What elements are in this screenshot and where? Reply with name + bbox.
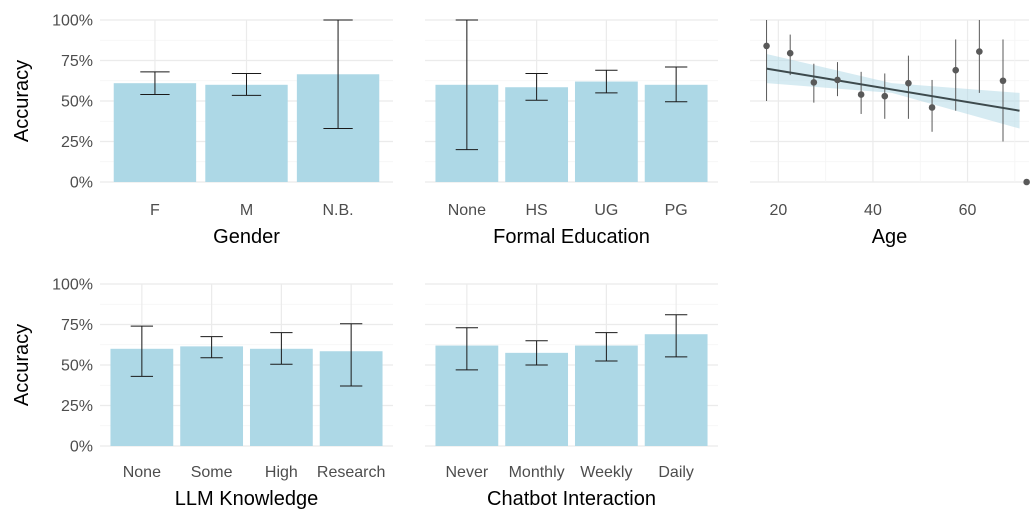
panel-llm: 0% 25% 50% 75% 100% Accuracy None Some High Resea… [11, 277, 393, 510]
data-point [928, 104, 936, 111]
x-axis-title: Formal Education [493, 226, 650, 248]
x-tick-label: PG [665, 202, 688, 219]
x-tick-label: HS [526, 202, 548, 219]
x-tick-label: None [448, 202, 486, 219]
bar-some [180, 346, 244, 446]
trend-confidence-band [766, 54, 1020, 129]
y-tick-label: 100% [52, 13, 93, 30]
data-point [952, 66, 960, 74]
data-point [810, 79, 818, 86]
x-tick-label: Monthly [509, 464, 565, 481]
error-bar [200, 336, 223, 359]
panel-education: None HS UG PG Formal Education [425, 19, 718, 248]
panel-age: 20 40 60 Age [750, 19, 1030, 248]
data-point [786, 49, 794, 57]
y-tick-label: 0% [70, 439, 93, 456]
x-tick-label: Some [191, 464, 233, 481]
x-tick-label: High [265, 464, 298, 481]
error-bar [664, 66, 688, 103]
bar-high [249, 348, 313, 446]
x-tick-label: 60 [959, 202, 977, 219]
error-bar [140, 71, 170, 96]
bar-ug [574, 81, 638, 182]
data-point [999, 77, 1007, 85]
y-tick-label: 75% [61, 53, 93, 70]
y-tick-label: 75% [61, 317, 93, 334]
error-bar [595, 69, 618, 94]
x-tick-label: N.B. [323, 202, 354, 219]
y-tick-label: 0% [70, 175, 93, 192]
bar-f [113, 83, 197, 182]
x-tick-label: M [240, 202, 253, 219]
y-axis-title: Accuracy [11, 60, 33, 142]
x-axis-title: Chatbot Interaction [487, 488, 656, 510]
x-tick-label: F [150, 202, 160, 219]
y-tick-label: 50% [61, 94, 93, 111]
error-bar [595, 332, 618, 362]
data-point [763, 42, 770, 50]
error-bar [130, 325, 154, 377]
data-point [857, 91, 865, 98]
error-bar [270, 332, 293, 365]
data-point [834, 76, 841, 84]
trend-line [766, 67, 1020, 112]
error-bar [339, 323, 363, 387]
x-axis-title: Gender [213, 226, 280, 248]
y-tick-label: 50% [61, 358, 93, 375]
x-tick-label: Never [446, 464, 489, 481]
bar-weekly [574, 345, 638, 446]
x-tick-label: Weekly [580, 464, 632, 481]
data-point [1023, 178, 1030, 186]
bar-m [205, 84, 288, 182]
x-tick-label: 20 [769, 202, 787, 219]
error-bar [525, 340, 548, 366]
error-bar [323, 19, 353, 130]
bar-monthly [505, 352, 569, 446]
x-tick-label: Research [317, 464, 385, 481]
y-tick-label: 25% [61, 398, 93, 415]
x-tick-label: Daily [658, 464, 694, 481]
x-axis-title: LLM Knowledge [175, 488, 318, 510]
x-tick-label: 40 [864, 202, 882, 219]
error-bar [455, 19, 479, 151]
panel-gender: 0% 25% 50% 75% 100% Accuracy F M N.B. Gender [11, 13, 393, 248]
data-point [905, 79, 912, 87]
x-tick-label: UG [594, 202, 618, 219]
y-axis-title: Accuracy [11, 324, 33, 406]
x-tick-label: None [123, 464, 161, 481]
x-axis-title: Age [872, 226, 908, 248]
error-bar [525, 72, 548, 101]
y-tick-label: 100% [52, 277, 93, 294]
error-bar [664, 314, 688, 358]
data-point [976, 48, 983, 55]
bar-hs [505, 87, 569, 182]
y-tick-label: 25% [61, 134, 93, 151]
error-bar [455, 327, 479, 371]
error-bar [231, 72, 262, 96]
data-point [881, 92, 889, 100]
